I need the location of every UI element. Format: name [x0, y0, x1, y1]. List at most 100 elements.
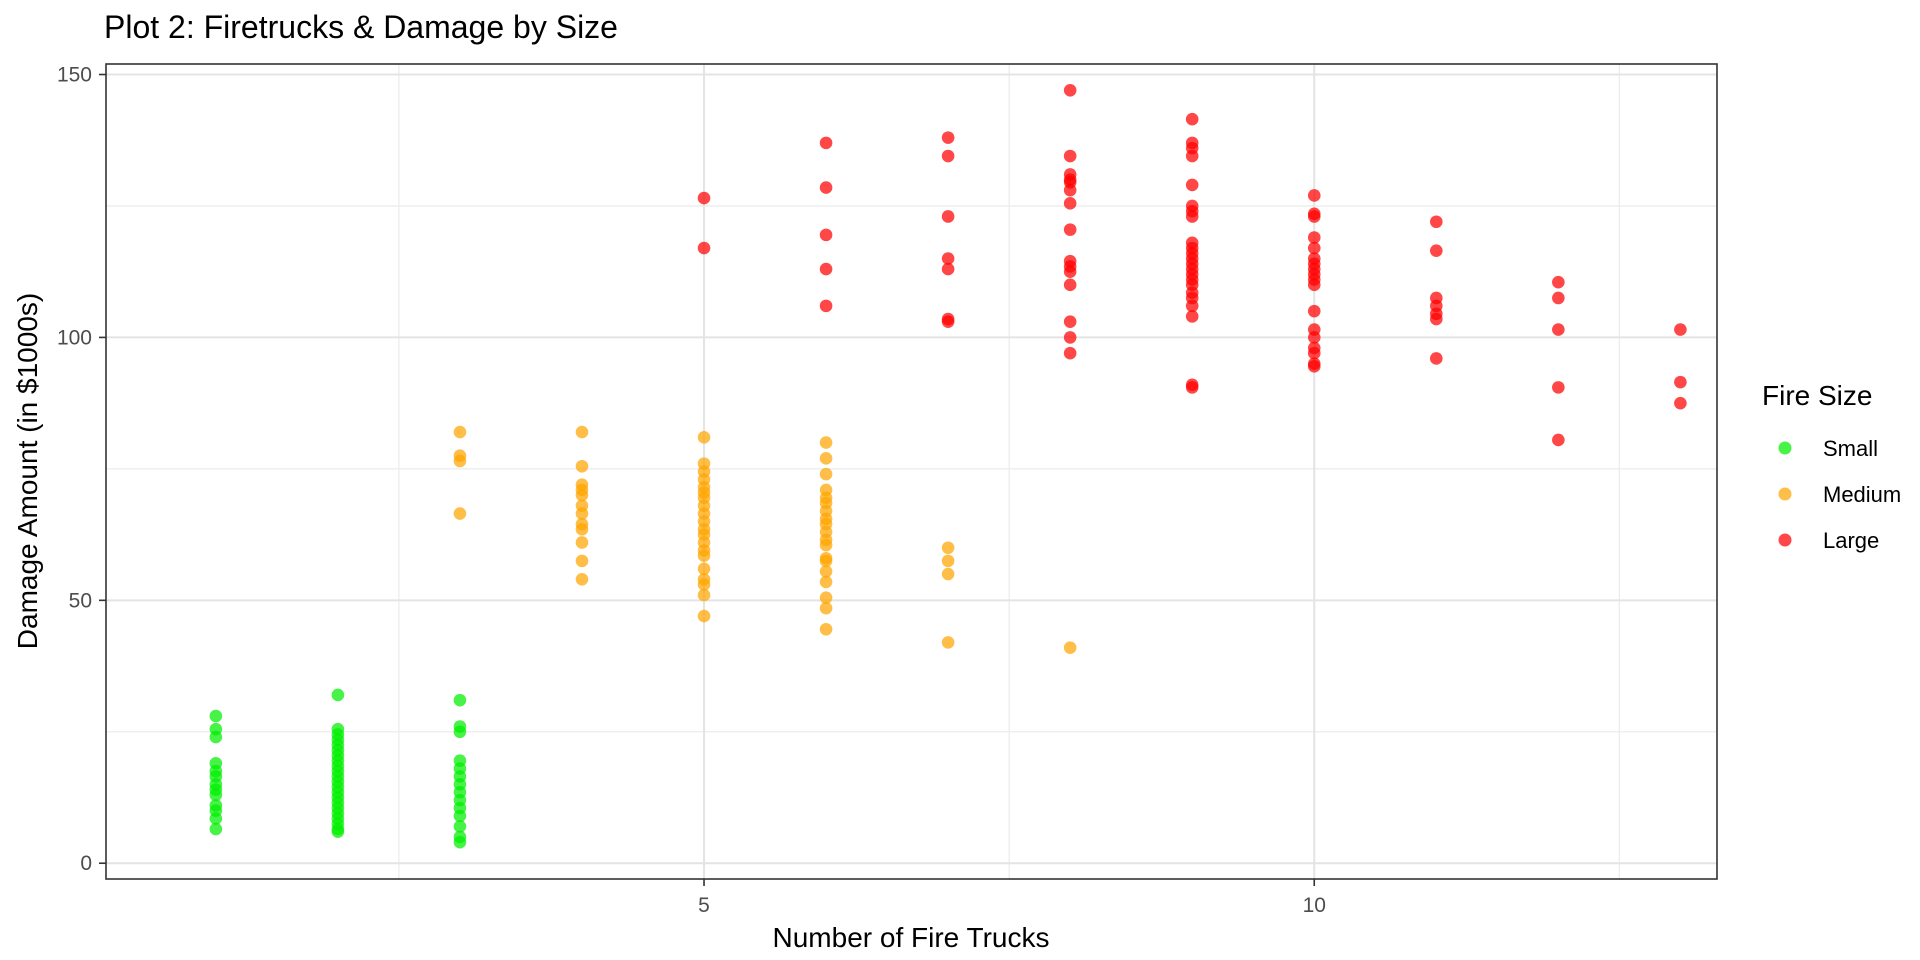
data-point-large [1185, 299, 1199, 313]
data-point-large [1185, 112, 1199, 126]
data-point-large [1552, 291, 1565, 305]
data-point-large [1429, 215, 1443, 229]
data-point-medium [819, 575, 833, 589]
data-point-large [1429, 352, 1443, 365]
data-point-large [819, 262, 833, 276]
data-point-medium [819, 452, 833, 465]
data-point-medium [575, 425, 589, 439]
data-point-small [453, 693, 467, 707]
legend-swatch-small [1778, 441, 1792, 455]
data-point-medium [697, 588, 711, 602]
y-axis-title: Damage Amount (in $1000s) [12, 293, 43, 649]
data-point-large [1063, 331, 1077, 344]
data-point-medium [819, 591, 833, 604]
data-point-small [209, 812, 223, 825]
y-tick-label: 50 [69, 589, 92, 612]
data-point-large [1552, 433, 1565, 447]
data-point-medium [819, 436, 833, 449]
data-point-large [1674, 375, 1687, 389]
data-point-large [1185, 149, 1199, 163]
data-point-small [453, 835, 467, 849]
plot-panel-border [105, 63, 1718, 880]
data-point-large [697, 241, 711, 255]
data-point-medium [697, 578, 711, 591]
y-tick-label: 100 [57, 326, 92, 349]
data-point-medium [819, 622, 833, 636]
data-point-medium [575, 523, 589, 536]
data-point-small [453, 820, 467, 833]
data-point-small [453, 809, 467, 823]
data-point-large [941, 252, 955, 265]
data-point-large [1307, 346, 1321, 360]
data-point-small [209, 709, 223, 723]
data-point-medium [819, 554, 833, 568]
data-point-large [1552, 275, 1565, 289]
data-point-large [1552, 381, 1565, 394]
data-point-medium [575, 507, 589, 520]
data-point-medium [453, 425, 467, 439]
data-point-medium [697, 562, 711, 576]
data-point-medium [819, 601, 833, 615]
x-tick-label: 10 [1303, 894, 1326, 917]
data-point-large [1185, 210, 1199, 223]
data-point-small [331, 825, 345, 838]
data-point-medium [941, 554, 955, 568]
legend-swatch-large [1778, 533, 1792, 547]
data-point-large [1185, 381, 1199, 394]
data-point-small [331, 688, 345, 702]
data-point-large [1552, 323, 1565, 336]
data-point-large [1307, 360, 1321, 373]
data-point-large [1307, 241, 1321, 255]
data-point-large [1307, 304, 1321, 318]
data-point-medium [819, 538, 833, 552]
data-point-medium [575, 459, 589, 473]
data-point-large [1185, 310, 1199, 323]
data-point-large [1429, 312, 1443, 326]
data-point-medium [697, 609, 711, 623]
data-point-medium [453, 454, 467, 468]
legend-swatch-medium [1778, 487, 1792, 501]
data-point-large [1063, 149, 1077, 163]
data-point-large [1185, 178, 1199, 192]
data-point-large [1674, 323, 1687, 336]
data-point-medium [941, 636, 955, 649]
data-point-large [697, 191, 711, 205]
data-point-small [453, 725, 467, 739]
data-point-small [209, 730, 223, 744]
data-point-large [1063, 315, 1077, 328]
data-point-medium [575, 572, 589, 586]
data-point-large [1063, 346, 1077, 360]
data-point-small [209, 788, 223, 802]
data-point-large [1063, 197, 1077, 210]
data-point-large [819, 228, 833, 242]
data-point-medium [575, 536, 589, 549]
chart-title: Plot 2: Firetrucks & Damage by Size [104, 9, 618, 45]
data-point-medium [575, 554, 589, 568]
legend-label-medium: Medium [1823, 482, 1901, 507]
data-point-large [1307, 278, 1321, 292]
data-point-large [1429, 244, 1443, 257]
data-point-medium [941, 541, 955, 555]
data-point-large [941, 262, 955, 276]
legend-label-large: Large [1823, 528, 1879, 553]
x-tick-label: 5 [698, 894, 710, 917]
data-point-large [1307, 189, 1321, 202]
data-point-large [1307, 231, 1321, 244]
data-point-large [1063, 223, 1077, 236]
data-point-medium [697, 549, 711, 562]
data-point-large [819, 181, 833, 194]
data-point-medium [941, 567, 955, 581]
data-point-medium [819, 565, 833, 578]
data-point-large [1063, 265, 1077, 278]
legend-title: Fire Size [1762, 380, 1872, 411]
data-point-large [1063, 83, 1077, 97]
data-point-medium [819, 467, 833, 481]
data-point-large [1674, 396, 1687, 410]
legend: Fire Size Small Medium Large [1762, 380, 1901, 553]
data-point-medium [575, 488, 589, 502]
data-point-medium [453, 507, 467, 520]
data-point-large [1063, 278, 1077, 292]
data-point-large [819, 299, 833, 313]
